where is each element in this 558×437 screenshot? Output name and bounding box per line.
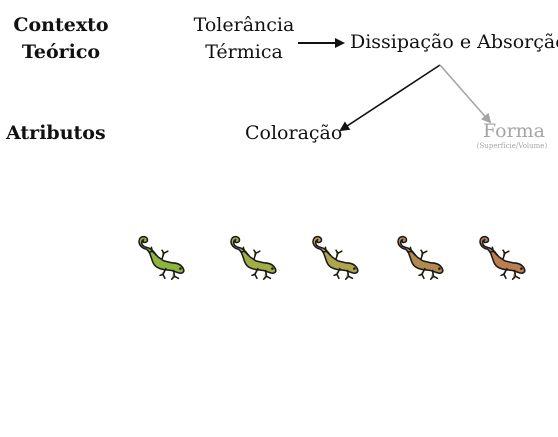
context-header-line1: Contexto bbox=[13, 14, 109, 36]
lizard-tan-icon bbox=[392, 228, 450, 286]
lizard-olive-icon bbox=[307, 228, 365, 286]
node-shape: Forma (Superfície/Volume) bbox=[470, 120, 558, 150]
context-header: Contexto Teórico bbox=[6, 12, 116, 66]
shape-label: Forma bbox=[482, 120, 545, 142]
lizard-yellow-green-icon bbox=[225, 228, 283, 286]
lizard-green-icon bbox=[133, 228, 191, 286]
shape-sublabel: (Superfície/Volume) bbox=[476, 142, 548, 150]
node-coloration: Coloração bbox=[245, 122, 343, 144]
arrow-dissipation-to-coloration bbox=[339, 64, 441, 132]
node-dissipation-absorption: Dissipação e Absorção bbox=[350, 31, 558, 53]
context-header-line2: Teórico bbox=[21, 41, 101, 63]
arrow-dissipation-to-shape bbox=[439, 64, 492, 124]
thermal-tolerance-line2: Térmica bbox=[205, 41, 283, 63]
thermal-tolerance-line1: Tolerância bbox=[193, 14, 295, 36]
node-thermal-tolerance: Tolerância Térmica bbox=[192, 12, 296, 66]
attributes-header: Atributos bbox=[6, 122, 106, 144]
lizard-brown-red-icon bbox=[474, 228, 532, 286]
